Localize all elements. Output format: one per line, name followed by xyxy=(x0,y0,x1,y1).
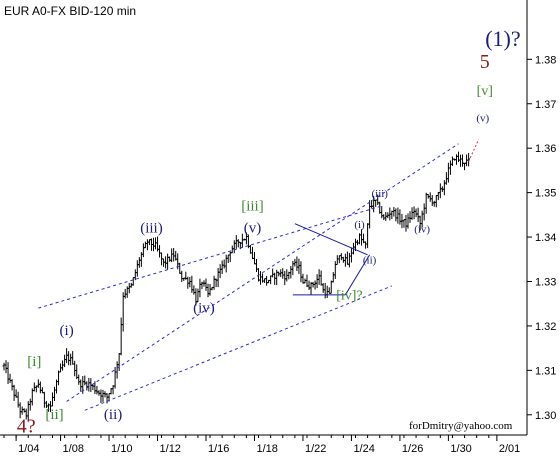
y-tick-label: 1.38 xyxy=(535,54,556,66)
wave-label: (iv) xyxy=(193,301,215,317)
wave-label: [v] xyxy=(477,84,493,99)
wave-label: [ii] xyxy=(45,407,63,423)
x-tick-label: 1/04 xyxy=(18,443,39,455)
x-tick-label: 1/08 xyxy=(63,443,84,455)
wave-label: [iv]? xyxy=(336,288,362,303)
triangle-line xyxy=(294,223,368,256)
y-tick-label: 1.30 xyxy=(535,410,556,422)
trend-lines xyxy=(38,139,480,411)
y-tick-label: 1.34 xyxy=(535,232,556,244)
channel-line xyxy=(66,143,459,402)
wave-labels: (1)?5 [v] (v) (iii) [iii] (v) (i) [i] (iv) (ii) 4?… xyxy=(17,26,521,438)
y-tick-label: 1.33 xyxy=(535,276,556,288)
x-axis: 1/04 1/08 1/10 1/12 1/16 1/18 1/22 1/24 1/26 1/30… xyxy=(3,435,520,455)
y-tick-label: 1.31 xyxy=(535,365,556,377)
price-bars xyxy=(2,151,471,422)
y-tick-label: 1.35 xyxy=(535,188,556,200)
x-tick-label: 1/10 xyxy=(111,443,132,455)
x-tick-label: 2/01 xyxy=(499,443,520,455)
wave-label: (v) xyxy=(244,221,262,237)
x-tick-label: 1/24 xyxy=(353,443,374,455)
y-tick-label: 1.37 xyxy=(535,99,556,111)
y-tick-label: 1.32 xyxy=(535,321,556,333)
triangle-line xyxy=(344,254,371,296)
wave-label: (iii) xyxy=(140,221,163,237)
credit-text: forDmitry@yahoo.com xyxy=(409,420,513,432)
ohlc-bar xyxy=(467,152,471,167)
wave-label: (ii) xyxy=(104,407,122,423)
x-tick-label: 1/18 xyxy=(256,443,277,455)
x-tick-label: 1/12 xyxy=(160,443,181,455)
wave-label: (i) xyxy=(60,323,74,339)
chart-title: EUR A0-FX BID-120 min xyxy=(4,4,136,18)
wave-label: 5 xyxy=(480,51,490,73)
wave-label: (1)? xyxy=(485,26,520,51)
y-axis: 1.30 1.31 1.32 1.33 1.34 1.35 1.36 1.37 1.38 xyxy=(527,54,556,422)
wave-label: 4? xyxy=(17,416,36,438)
wave-label: (iii) xyxy=(371,188,388,200)
wave-label: (iv) xyxy=(414,224,430,236)
x-tick-label: 1/26 xyxy=(402,443,423,455)
x-tick-label: 1/16 xyxy=(208,443,229,455)
forecast-line xyxy=(468,139,480,162)
x-tick-label: 1/30 xyxy=(450,443,471,455)
wave-label: [i] xyxy=(27,354,41,370)
wave-label: (ii) xyxy=(363,255,377,267)
wave-label: (i) xyxy=(354,219,365,231)
wave-label: (v) xyxy=(476,113,489,125)
y-tick-label: 1.36 xyxy=(535,143,556,155)
channel-line xyxy=(84,285,393,411)
x-tick-label: 1/22 xyxy=(305,443,326,455)
wave-label: [iii] xyxy=(241,198,264,214)
